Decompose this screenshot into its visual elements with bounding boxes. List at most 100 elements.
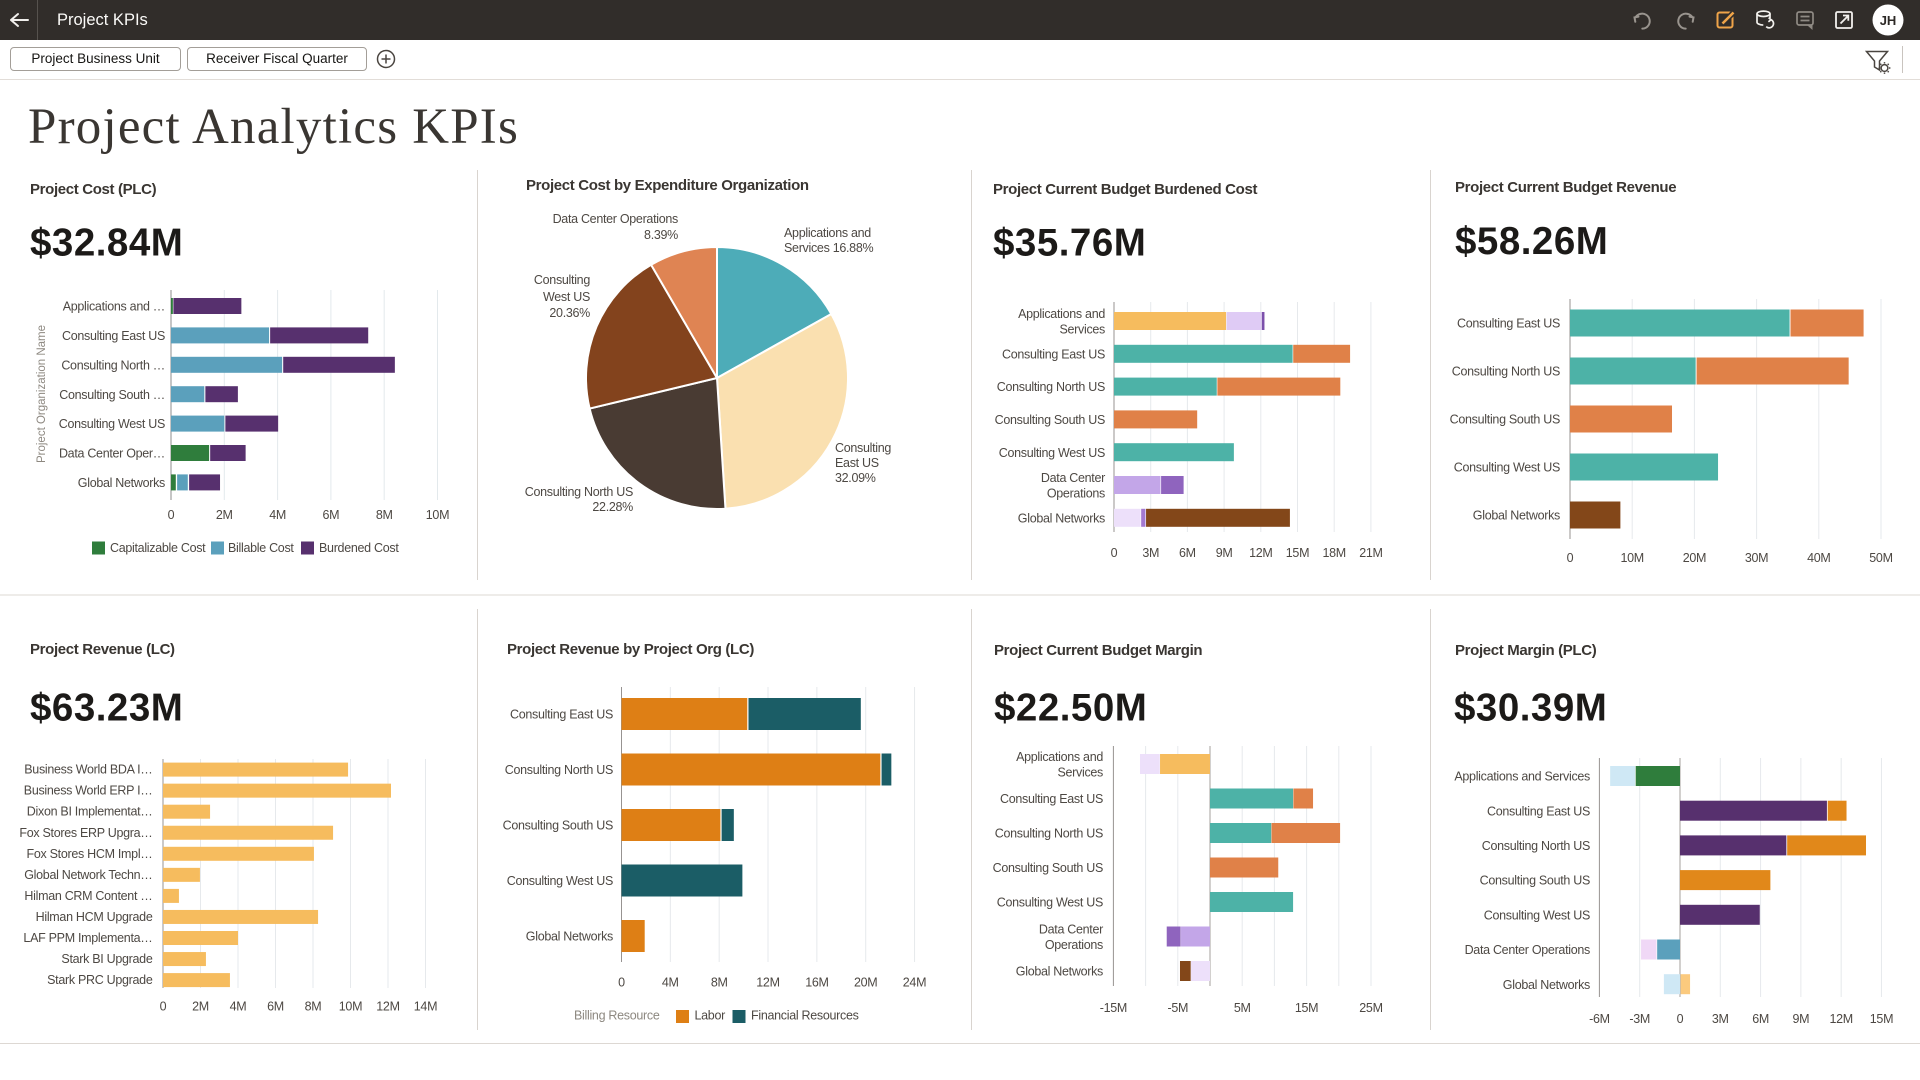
svg-text:30M: 30M bbox=[1745, 551, 1768, 565]
svg-text:Data Center Operations: Data Center Operations bbox=[553, 212, 678, 226]
svg-text:Global Networks: Global Networks bbox=[1503, 978, 1590, 992]
svg-text:2M: 2M bbox=[192, 1000, 209, 1014]
svg-text:32.09%: 32.09% bbox=[835, 471, 876, 485]
svg-text:8M: 8M bbox=[711, 976, 728, 990]
svg-text:Financial Resources: Financial Resources bbox=[751, 1009, 859, 1023]
svg-text:Global Networks: Global Networks bbox=[1016, 965, 1103, 979]
svg-text:Consulting South US: Consulting South US bbox=[1480, 874, 1590, 888]
svg-text:$22.50M: $22.50M bbox=[994, 687, 1147, 730]
svg-text:15M: 15M bbox=[1870, 1012, 1893, 1026]
svg-text:$63.23M: $63.23M bbox=[30, 687, 183, 730]
svg-text:Project Current Budget Burdene: Project Current Budget Burdened Cost bbox=[993, 181, 1257, 198]
svg-text:Applications and …: Applications and … bbox=[63, 300, 165, 314]
svg-text:Hilman CRM Content …: Hilman CRM Content … bbox=[24, 889, 152, 903]
svg-text:12M: 12M bbox=[1249, 546, 1272, 560]
svg-text:3M: 3M bbox=[1142, 546, 1159, 560]
svg-text:10M: 10M bbox=[339, 1000, 362, 1014]
svg-text:Consulting South US: Consulting South US bbox=[995, 413, 1105, 427]
svg-text:Labor: Labor bbox=[695, 1009, 726, 1023]
svg-text:9M: 9M bbox=[1216, 546, 1233, 560]
svg-text:0: 0 bbox=[1677, 1012, 1684, 1026]
svg-text:Consulting West US: Consulting West US bbox=[997, 896, 1103, 910]
svg-text:20.36%: 20.36% bbox=[549, 306, 590, 320]
svg-text:Applications and: Applications and bbox=[1016, 750, 1103, 764]
svg-text:15M: 15M bbox=[1286, 546, 1309, 560]
svg-text:Data Center: Data Center bbox=[1041, 471, 1105, 485]
svg-text:20M: 20M bbox=[1683, 551, 1706, 565]
svg-text:Global Networks: Global Networks bbox=[78, 476, 165, 490]
svg-text:16M: 16M bbox=[805, 976, 828, 990]
svg-text:Consulting North …: Consulting North … bbox=[61, 358, 165, 372]
svg-text:Applications and: Applications and bbox=[1018, 307, 1105, 321]
svg-text:West US: West US bbox=[543, 290, 590, 304]
svg-text:-3M: -3M bbox=[1629, 1012, 1650, 1026]
svg-text:Project Current Budget Margin: Project Current Budget Margin bbox=[994, 642, 1202, 659]
svg-text:4M: 4M bbox=[269, 508, 286, 522]
svg-text:Consulting West US: Consulting West US bbox=[1484, 908, 1590, 922]
svg-text:0: 0 bbox=[160, 1000, 167, 1014]
svg-text:Consulting South US: Consulting South US bbox=[503, 819, 613, 833]
svg-text:0: 0 bbox=[1567, 551, 1574, 565]
svg-text:Billing Resource: Billing Resource bbox=[574, 1009, 660, 1023]
svg-text:Operations: Operations bbox=[1047, 487, 1105, 501]
svg-text:Global Network Techn…: Global Network Techn… bbox=[24, 868, 152, 882]
svg-text:Project Revenue by Project Org: Project Revenue by Project Org (LC) bbox=[507, 641, 754, 658]
svg-text:Consulting West US: Consulting West US bbox=[59, 417, 165, 431]
svg-text:Project Analytics KPIs: Project Analytics KPIs bbox=[28, 99, 519, 155]
svg-text:Consulting: Consulting bbox=[835, 441, 891, 455]
svg-text:12M: 12M bbox=[1829, 1012, 1852, 1026]
svg-text:10M: 10M bbox=[426, 508, 449, 522]
svg-text:Applications and Services: Applications and Services bbox=[1454, 770, 1590, 784]
svg-text:18M: 18M bbox=[1322, 546, 1345, 560]
svg-text:2M: 2M bbox=[216, 508, 233, 522]
svg-text:Consulting West US: Consulting West US bbox=[507, 874, 613, 888]
svg-text:LAF PPM Implementa…: LAF PPM Implementa… bbox=[23, 931, 152, 945]
svg-text:Stark BI Upgrade: Stark BI Upgrade bbox=[61, 952, 152, 966]
svg-text:Project Cost (PLC): Project Cost (PLC) bbox=[30, 181, 157, 198]
svg-text:4M: 4M bbox=[230, 1000, 247, 1014]
svg-text:10M: 10M bbox=[1620, 551, 1643, 565]
svg-text:Business World BDA I…: Business World BDA I… bbox=[24, 763, 152, 777]
svg-text:9M: 9M bbox=[1793, 1012, 1810, 1026]
svg-text:Data Center Oper…: Data Center Oper… bbox=[59, 447, 165, 461]
svg-text:Services: Services bbox=[1059, 323, 1105, 337]
svg-text:Global Networks: Global Networks bbox=[526, 930, 613, 944]
svg-text:50M: 50M bbox=[1869, 551, 1892, 565]
svg-text:Billable Cost: Billable Cost bbox=[228, 541, 294, 555]
svg-text:-15M: -15M bbox=[1100, 1001, 1127, 1015]
svg-text:Stark PRC Upgrade: Stark PRC Upgrade bbox=[47, 973, 153, 987]
svg-text:Consulting West US: Consulting West US bbox=[1454, 461, 1560, 475]
svg-text:$35.76M: $35.76M bbox=[993, 222, 1146, 265]
svg-text:3M: 3M bbox=[1712, 1012, 1729, 1026]
svg-text:Project Margin (PLC): Project Margin (PLC) bbox=[1455, 642, 1597, 659]
svg-text:6M: 6M bbox=[1752, 1012, 1769, 1026]
svg-text:0: 0 bbox=[168, 508, 175, 522]
svg-text:Consulting South US: Consulting South US bbox=[993, 861, 1103, 875]
svg-text:5M: 5M bbox=[1234, 1001, 1251, 1015]
svg-text:Global Networks: Global Networks bbox=[1473, 509, 1560, 523]
svg-text:Services: Services bbox=[1057, 766, 1103, 780]
svg-text:8.39%: 8.39% bbox=[644, 228, 678, 242]
svg-text:Consulting East US: Consulting East US bbox=[62, 329, 165, 343]
svg-text:Project Current Budget Revenue: Project Current Budget Revenue bbox=[1455, 179, 1676, 196]
svg-text:6M: 6M bbox=[323, 508, 340, 522]
svg-text:14M: 14M bbox=[414, 1000, 437, 1014]
svg-text:0: 0 bbox=[1111, 546, 1118, 560]
svg-text:-5M: -5M bbox=[1167, 1001, 1188, 1015]
svg-text:4M: 4M bbox=[662, 976, 679, 990]
svg-text:Hilman HCM Upgrade: Hilman HCM Upgrade bbox=[36, 910, 153, 924]
svg-text:$32.84M: $32.84M bbox=[30, 222, 183, 265]
svg-text:Consulting: Consulting bbox=[534, 273, 590, 287]
svg-text:8M: 8M bbox=[305, 1000, 322, 1014]
svg-text:Project Organization Name: Project Organization Name bbox=[36, 325, 48, 463]
svg-text:Data Center Operations: Data Center Operations bbox=[1465, 943, 1590, 957]
svg-text:12M: 12M bbox=[756, 976, 779, 990]
svg-text:25M: 25M bbox=[1359, 1001, 1382, 1015]
svg-text:Consulting East US: Consulting East US bbox=[1002, 347, 1105, 361]
svg-text:Services 16.88%: Services 16.88% bbox=[784, 241, 873, 255]
svg-text:Consulting South US: Consulting South US bbox=[1450, 413, 1560, 427]
svg-text:Fox Stores ERP Upgra…: Fox Stores ERP Upgra… bbox=[19, 826, 152, 840]
svg-text:Consulting North US: Consulting North US bbox=[997, 380, 1105, 394]
svg-text:Consulting West US: Consulting West US bbox=[999, 446, 1105, 460]
svg-text:Consulting South …: Consulting South … bbox=[59, 388, 165, 402]
